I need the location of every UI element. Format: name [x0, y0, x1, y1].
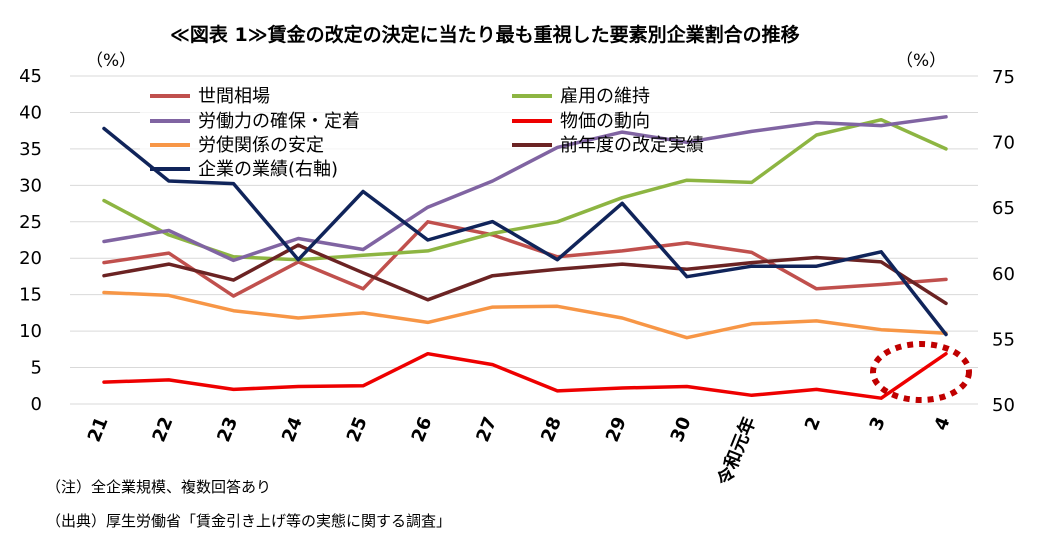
left-axis-unit: （%） — [86, 51, 137, 71]
left-tick-label: 45 — [19, 66, 42, 87]
left-tick-label: 15 — [19, 285, 42, 306]
right-tick-label: 60 — [992, 264, 1015, 285]
x-axis-ticks: 21 22 23 24 25 26 27 28 29 30 令和元年 2 3 4 — [84, 414, 955, 490]
left-tick-label: 20 — [19, 248, 42, 269]
legend-label: 前年度の改定実績 — [560, 135, 704, 156]
legend-label: 企業の業績(右軸) — [198, 159, 338, 180]
x-tick-label: 24 — [278, 414, 307, 445]
annotation-ellipse — [870, 341, 972, 403]
legend-label: 労働力の確保・定着 — [198, 111, 360, 132]
right-axis-ticks: 50 55 60 65 70 75 — [992, 67, 1015, 416]
x-tick-label: 23 — [213, 414, 242, 445]
x-tick-label: 4 — [930, 414, 954, 433]
left-tick-label: 40 — [19, 102, 42, 123]
left-tick-label: 10 — [19, 321, 42, 342]
left-axis-ticks: 0 5 10 15 20 25 30 35 40 45 — [19, 66, 42, 415]
x-tick-label: 28 — [537, 414, 566, 445]
x-tick-label: 30 — [667, 414, 696, 445]
right-tick-label: 65 — [992, 198, 1015, 219]
left-tick-label: 5 — [31, 358, 42, 379]
note-text: （注）全企業規模、複数回答あり — [46, 478, 272, 496]
series-lines — [102, 115, 948, 400]
x-tick-label: 3 — [866, 414, 890, 433]
series-line — [102, 220, 948, 298]
right-axis-unit: （%） — [896, 51, 947, 71]
series-line — [102, 126, 948, 337]
left-tick-label: 0 — [31, 394, 42, 415]
legend-label: 物価の動向 — [560, 111, 650, 132]
series-line — [102, 290, 948, 340]
right-tick-label: 75 — [992, 67, 1015, 88]
x-tick-label: 27 — [472, 414, 501, 445]
legend-label: 雇用の維持 — [560, 86, 650, 107]
legend-background — [140, 86, 770, 178]
x-tick-label: 21 — [84, 414, 113, 445]
x-tick-label: 2 — [801, 414, 825, 433]
right-tick-label: 70 — [992, 133, 1015, 154]
left-tick-label: 25 — [19, 212, 42, 233]
x-tick-label: 令和元年 — [713, 414, 761, 490]
x-tick-label: 26 — [408, 414, 437, 445]
right-tick-label: 50 — [992, 395, 1015, 416]
left-tick-label: 35 — [19, 139, 42, 160]
series-line — [102, 115, 948, 263]
x-tick-label: 25 — [343, 414, 372, 445]
series-line — [102, 351, 948, 400]
legend-label: 労使関係の安定 — [198, 135, 324, 156]
x-tick-label: 29 — [602, 414, 631, 445]
chart-title: ≪図表 1≫賃金の改定の決定に当たり最も重視した要素別企業割合の推移 — [170, 24, 800, 46]
legend-box — [140, 86, 770, 178]
left-tick-label: 30 — [19, 175, 42, 196]
series-line — [102, 243, 948, 306]
source-text: （出典）厚生労働省「賃金引き上げ等の実態に関する調査」 — [46, 512, 452, 530]
x-tick-label: 22 — [149, 414, 178, 445]
legend-label: 世間相場 — [198, 86, 270, 107]
right-tick-label: 55 — [992, 329, 1015, 350]
